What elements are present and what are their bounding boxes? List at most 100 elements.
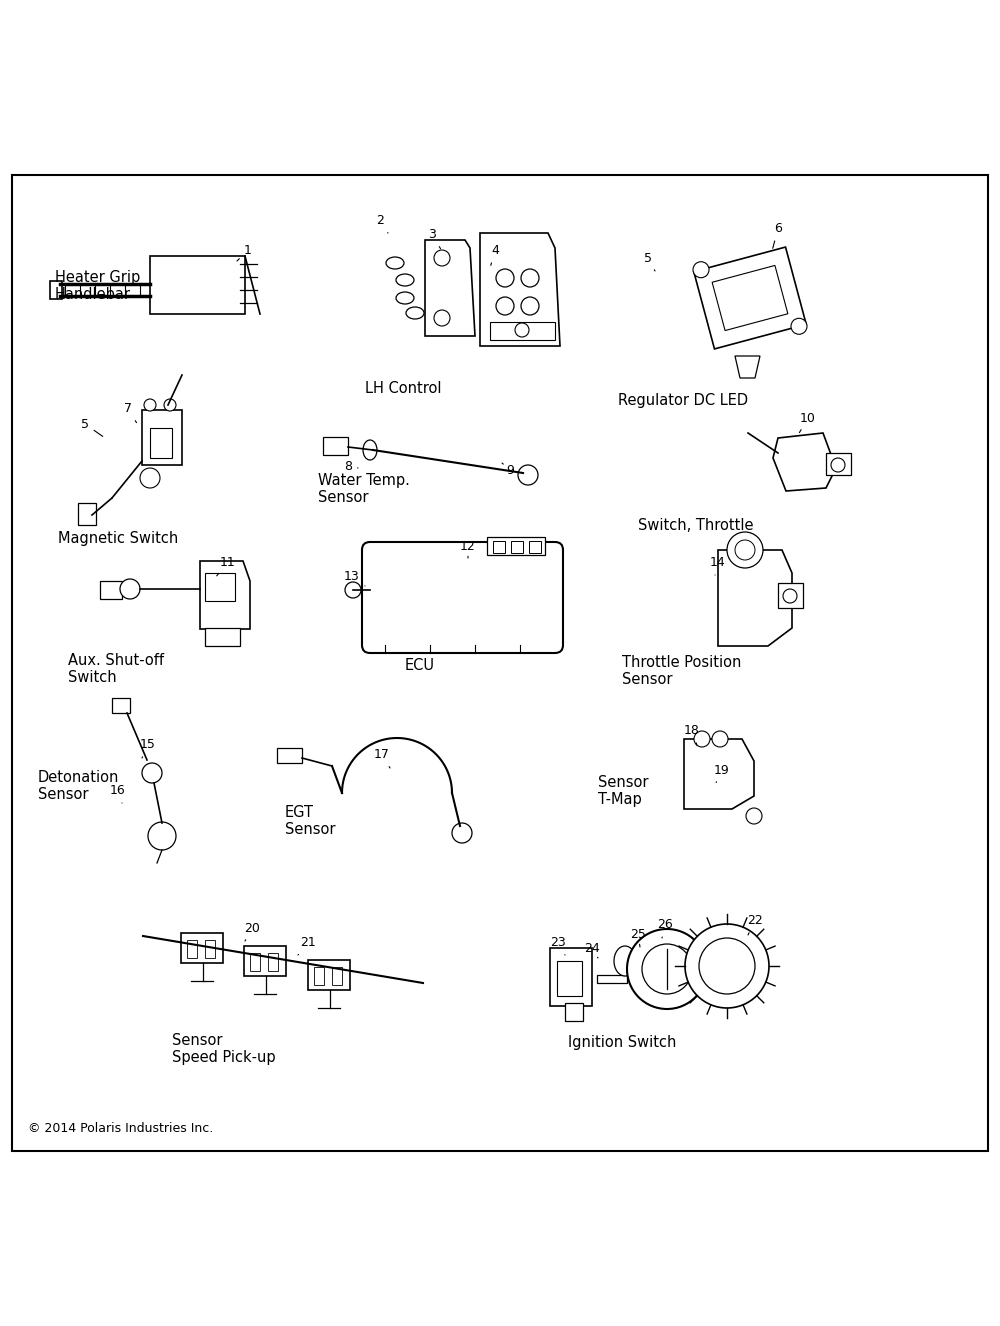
Bar — [150, 428, 172, 457]
Circle shape — [694, 731, 710, 747]
Text: 24: 24 — [584, 941, 600, 957]
Text: 21: 21 — [298, 936, 316, 955]
Bar — [205, 940, 215, 957]
Circle shape — [783, 589, 797, 603]
Bar — [323, 438, 348, 455]
Bar — [511, 541, 523, 553]
Polygon shape — [200, 561, 250, 629]
Polygon shape — [425, 240, 475, 335]
Ellipse shape — [614, 945, 636, 976]
Text: 15: 15 — [140, 739, 156, 758]
Ellipse shape — [396, 292, 414, 304]
Text: Ignition Switch: Ignition Switch — [568, 1036, 676, 1050]
Text: 12: 12 — [460, 541, 476, 558]
Text: Regulator DC LED: Regulator DC LED — [618, 392, 748, 408]
Bar — [112, 697, 130, 713]
Text: Throttle Position
Sensor: Throttle Position Sensor — [622, 655, 741, 687]
Circle shape — [746, 808, 762, 823]
Text: 2: 2 — [376, 215, 388, 233]
Text: LH Control: LH Control — [365, 381, 442, 396]
Text: 20: 20 — [244, 922, 260, 941]
Text: 9: 9 — [502, 463, 514, 476]
Bar — [150, 256, 245, 314]
Circle shape — [140, 468, 160, 488]
Bar — [565, 1002, 583, 1021]
Circle shape — [496, 269, 514, 286]
Text: Aux. Shut-off
Switch: Aux. Shut-off Switch — [68, 652, 164, 686]
Bar — [277, 748, 302, 762]
Bar — [181, 934, 223, 963]
Bar — [250, 953, 260, 971]
Bar — [268, 953, 278, 971]
Circle shape — [515, 324, 529, 337]
Bar — [314, 967, 324, 985]
Text: 5: 5 — [81, 418, 103, 436]
Text: Magnetic Switch: Magnetic Switch — [58, 530, 178, 546]
Text: Heater Grip
Handlebar: Heater Grip Handlebar — [55, 271, 140, 302]
Bar — [205, 573, 235, 601]
Text: Water Temp.
Sensor: Water Temp. Sensor — [318, 473, 410, 505]
Text: 5: 5 — [644, 252, 655, 271]
Bar — [778, 583, 803, 609]
Bar — [487, 537, 545, 556]
Ellipse shape — [363, 440, 377, 460]
Circle shape — [627, 930, 707, 1009]
Text: 14: 14 — [710, 557, 726, 575]
Circle shape — [685, 924, 769, 1008]
Text: 11: 11 — [217, 556, 236, 575]
Bar — [78, 503, 96, 525]
Polygon shape — [684, 739, 754, 809]
Circle shape — [727, 532, 763, 568]
Text: 25: 25 — [630, 928, 646, 947]
Text: 13: 13 — [344, 569, 365, 586]
Bar — [50, 281, 62, 298]
Bar — [597, 975, 627, 983]
Polygon shape — [480, 233, 560, 346]
Circle shape — [712, 731, 728, 747]
Bar — [550, 948, 592, 1006]
Text: ECU: ECU — [405, 658, 435, 674]
Circle shape — [345, 582, 361, 598]
Circle shape — [120, 579, 140, 599]
Bar — [826, 453, 851, 475]
Text: 10: 10 — [799, 411, 816, 432]
Polygon shape — [735, 355, 760, 378]
Text: EGT
Sensor: EGT Sensor — [285, 805, 336, 838]
Bar — [557, 961, 582, 996]
Circle shape — [144, 399, 156, 411]
Text: 18: 18 — [684, 724, 700, 745]
Text: Detonation
Sensor: Detonation Sensor — [38, 770, 119, 802]
Bar — [205, 629, 240, 646]
Circle shape — [452, 823, 472, 843]
Circle shape — [148, 822, 176, 850]
Circle shape — [496, 297, 514, 316]
Circle shape — [518, 465, 538, 485]
Circle shape — [521, 297, 539, 316]
Circle shape — [521, 269, 539, 286]
Circle shape — [164, 399, 176, 411]
Text: 3: 3 — [428, 228, 441, 249]
Text: 1: 1 — [237, 244, 252, 261]
Ellipse shape — [396, 274, 414, 286]
Polygon shape — [773, 434, 836, 491]
Bar — [529, 541, 541, 553]
Text: Sensor
Speed Pick-up: Sensor Speed Pick-up — [172, 1033, 276, 1065]
Circle shape — [434, 251, 450, 267]
Ellipse shape — [406, 308, 424, 320]
Text: 7: 7 — [124, 403, 137, 423]
Text: 23: 23 — [550, 936, 566, 955]
Text: 26: 26 — [657, 919, 673, 937]
Bar — [308, 960, 350, 991]
Bar — [187, 940, 197, 957]
Bar — [142, 410, 182, 465]
Circle shape — [831, 457, 845, 472]
Text: 22: 22 — [747, 915, 763, 935]
Text: 6: 6 — [773, 223, 782, 248]
Bar — [244, 945, 286, 976]
Circle shape — [693, 261, 709, 277]
Ellipse shape — [386, 257, 404, 269]
Bar — [100, 581, 122, 599]
Circle shape — [142, 762, 162, 782]
Text: 19: 19 — [714, 764, 730, 782]
Text: Switch, Throttle: Switch, Throttle — [638, 518, 754, 533]
